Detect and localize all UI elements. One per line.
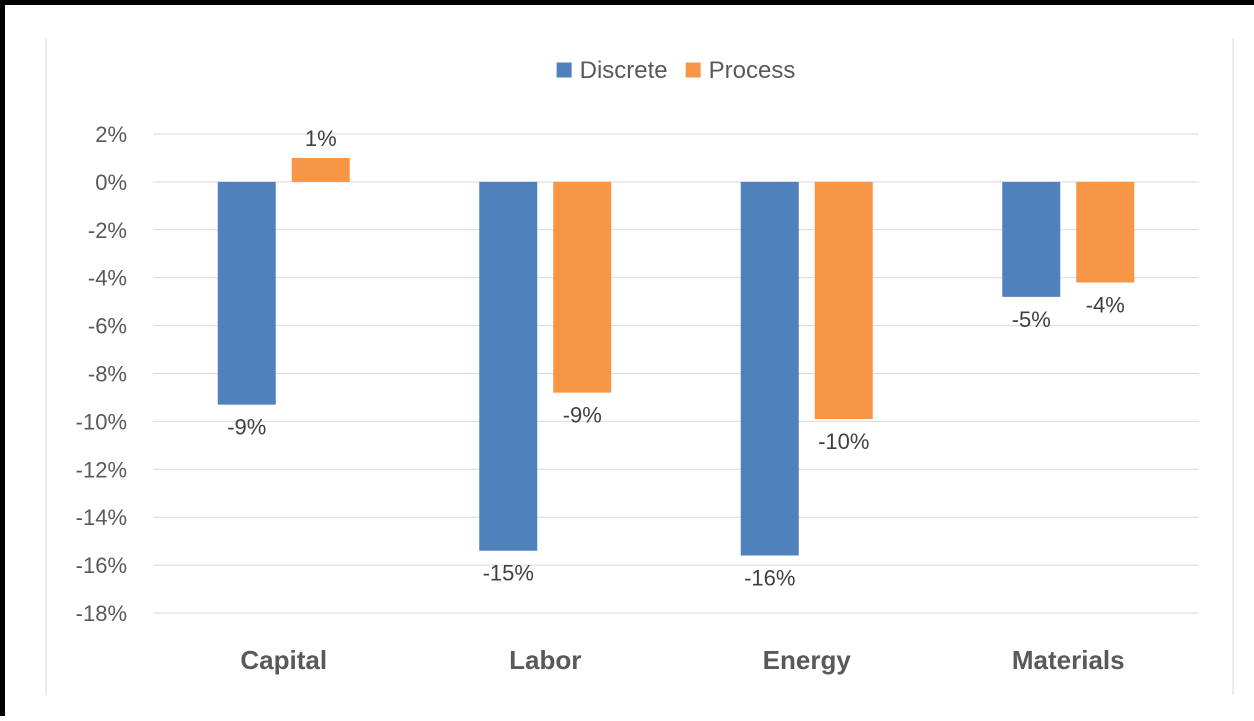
y-tick-label: -8% xyxy=(88,362,127,387)
bar-discrete xyxy=(740,181,799,556)
bar-discrete xyxy=(217,181,276,405)
bar-process xyxy=(1076,181,1135,283)
data-label: -5% xyxy=(1012,307,1051,332)
data-label: -9% xyxy=(563,403,602,428)
bar-chart: 2% 0% -2% -4% -6% -8% -10% -12% -14% -16% -18% -9%… xyxy=(45,38,1234,695)
y-tick-label: -16% xyxy=(76,553,127,578)
data-label: 1% xyxy=(305,126,337,151)
bar-process xyxy=(553,181,612,393)
data-label: -10% xyxy=(818,429,869,454)
y-tick-label: 0% xyxy=(95,170,127,195)
category-label: Materials xyxy=(1012,645,1125,675)
x-axis-category-labels: Capital Labor Energy Materials xyxy=(240,645,1124,675)
data-label: -9% xyxy=(227,415,266,440)
category-label: Labor xyxy=(509,645,581,675)
y-tick-label: -4% xyxy=(88,266,127,291)
bars xyxy=(217,157,1135,556)
y-tick-label: -12% xyxy=(76,457,127,482)
y-tick-label: -10% xyxy=(76,409,127,434)
bar-process xyxy=(814,181,873,420)
y-tick-label: -18% xyxy=(76,601,127,626)
bar-discrete xyxy=(1002,181,1061,297)
legend-label: Process xyxy=(709,57,796,84)
legend: Discrete Process xyxy=(556,57,796,84)
legend-swatch xyxy=(685,62,701,78)
legend-item: Process xyxy=(685,57,796,84)
gridlines xyxy=(153,133,1199,614)
data-label: -4% xyxy=(1086,292,1125,317)
category-label: Energy xyxy=(763,645,852,675)
y-tick-label: 2% xyxy=(95,122,127,147)
data-labels: -9% 1% -15% -9% -16% -10% -5% -4% xyxy=(227,126,1125,591)
data-label: -16% xyxy=(744,566,795,591)
legend-label: Discrete xyxy=(580,57,668,84)
y-tick-label: -2% xyxy=(88,218,127,243)
bar-discrete xyxy=(479,181,538,551)
category-label: Capital xyxy=(240,645,327,675)
y-tick-label: -6% xyxy=(88,314,127,339)
bar-process xyxy=(291,157,350,182)
legend-swatch xyxy=(556,62,572,78)
y-axis-tick-labels: 2% 0% -2% -4% -6% -8% -10% -12% -14% -16% -18% xyxy=(76,122,127,626)
legend-item: Discrete xyxy=(556,57,668,84)
y-tick-label: -14% xyxy=(76,505,127,530)
data-label: -15% xyxy=(483,561,534,586)
